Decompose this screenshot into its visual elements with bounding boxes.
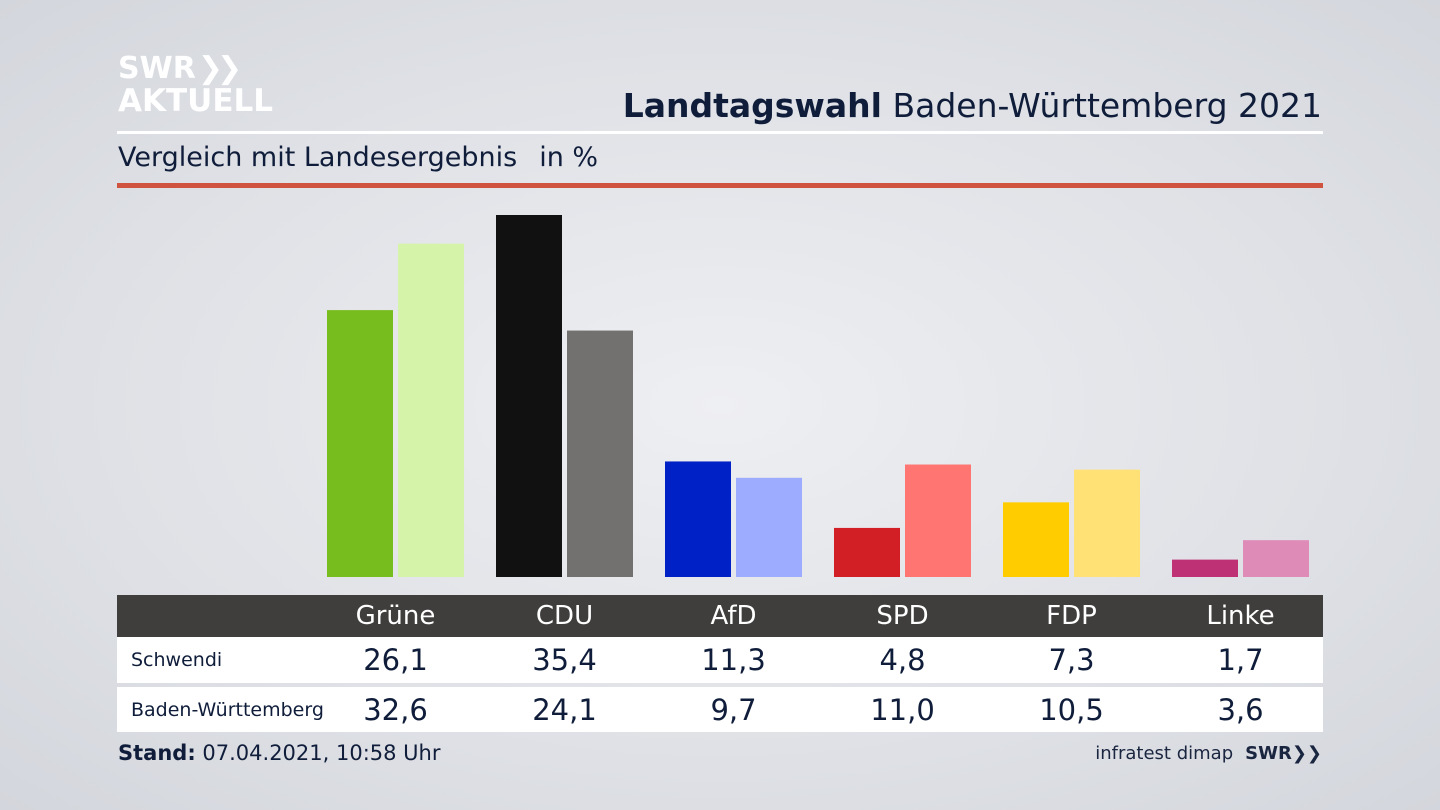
value-fdp-schwendi: 7,3 (1048, 643, 1095, 677)
value-afd-baden-wuerttemberg: 9,7 (710, 692, 757, 727)
value-afd-schwendi: 11,3 (701, 643, 766, 677)
title-rest: Baden-Württemberg 2021 (881, 86, 1322, 125)
value-linke-schwendi: 1,7 (1217, 643, 1264, 677)
column-header-spd: SPD (876, 601, 929, 631)
footer-source: infratest dimap SWR❯❯ (1095, 743, 1322, 764)
row-label: Schwendi (131, 649, 223, 671)
table-row-baden-wuerttemberg: Baden-Württemberg 32,6 24,1 9,7 11,0 10,5 3,6 (117, 687, 1323, 732)
value-fdp-baden-wuerttemberg: 10,5 (1039, 692, 1104, 727)
chart-title: Landtagswahl Baden-Württemberg 2021 (623, 86, 1322, 125)
bar-cdu-schwendi (496, 215, 562, 577)
column-header-afd: AfD (710, 601, 757, 631)
bar-spd-schwendi (834, 527, 900, 577)
bar-linke-schwendi (1172, 559, 1238, 577)
bar-fdp-baden-wuerttemberg (1074, 469, 1140, 577)
column-header-fdp: FDP (1046, 601, 1097, 631)
bar-fdp-schwendi (1003, 502, 1069, 577)
bar-spd-baden-wuerttemberg (905, 464, 971, 577)
value-spd-schwendi: 4,8 (879, 643, 926, 677)
bar-linke-baden-wuerttemberg (1243, 540, 1309, 577)
column-header-cdu: CDU (535, 601, 594, 631)
results-table: Grüne CDU AfD SPD FDP Linke Schwendi 26,1 35,4… (117, 595, 1323, 732)
bar-gruene-baden-wuerttemberg (398, 243, 464, 578)
swr-aktuell-logo: SWR ❯❯ AKTUELL (118, 54, 273, 117)
header-divider (117, 131, 1323, 134)
logo-aktuell: AKTUELL (118, 83, 274, 119)
bar-afd-baden-wuerttemberg (736, 477, 802, 577)
column-header-linke: Linke (1206, 601, 1275, 631)
subtitle-text: Vergleich mit Landesergebnis (118, 142, 518, 173)
swr-footer-logo: SWR❯❯ (1245, 743, 1322, 764)
title-bold: Landtagswahl (622, 86, 882, 125)
value-cdu-baden-wuerttemberg: 24,1 (532, 692, 597, 727)
logo-chevrons-icon: ❯❯ (197, 51, 242, 86)
value-linke-baden-wuerttemberg: 3,6 (1217, 692, 1264, 727)
stand-timestamp: Stand: 07.04.2021, 10:58 Uhr (118, 741, 441, 765)
stand-label: Stand: (118, 741, 196, 765)
value-cdu-schwendi: 35,4 (532, 643, 597, 677)
subtitle-unit: in % (539, 142, 599, 173)
bar-cdu-baden-wuerttemberg (567, 330, 633, 577)
source-text: infratest dimap (1095, 743, 1234, 764)
bar-afd-schwendi (665, 461, 731, 577)
subtitle-divider (117, 183, 1323, 188)
footer-chevrons-icon: ❯❯ (1291, 743, 1322, 764)
value-gruene-schwendi: 26,1 (363, 643, 428, 677)
stand-value: 07.04.2021, 10:58 Uhr (195, 741, 441, 765)
bar-gruene-schwendi (327, 310, 393, 577)
chart-subtitle: Vergleich mit Landesergebnis in % (118, 142, 598, 173)
logo-swr: SWR (118, 51, 196, 86)
table-header: Grüne CDU AfD SPD FDP Linke (117, 595, 1323, 637)
row-label: Baden-Württemberg (131, 698, 324, 721)
value-gruene-baden-wuerttemberg: 32,6 (363, 692, 428, 727)
column-header-gruene: Grüne (355, 601, 436, 631)
table-row-schwendi: Schwendi 26,1 35,4 11,3 4,8 7,3 1,7 (117, 637, 1323, 683)
footer-brand: SWR (1245, 743, 1292, 764)
value-spd-baden-wuerttemberg: 11,0 (870, 692, 935, 727)
